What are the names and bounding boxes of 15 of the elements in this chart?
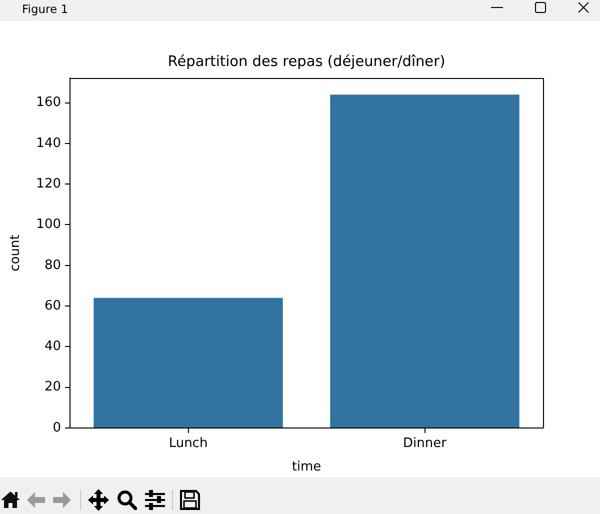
y-tick-label: 20 <box>44 380 61 395</box>
caption: Figure 1 <box>22 2 68 17</box>
x-tick-label: Dinner <box>403 436 448 452</box>
y-tick-label: 160 <box>36 95 61 110</box>
y-tick-label: 120 <box>36 176 61 192</box>
y-axis-title: count <box>8 234 24 272</box>
x-tick-label: Lunch <box>168 436 208 452</box>
y-tick-label: 80 <box>44 258 61 273</box>
y-tick-label: 40 <box>44 339 61 354</box>
y-tick-label: 60 <box>44 298 61 314</box>
x-axis-title: time <box>292 460 322 475</box>
chart-title: Répartition des repas (déjeuner/dîner) <box>168 54 446 70</box>
y-tick-label: 140 <box>36 136 61 151</box>
y-tick-label: 100 <box>36 217 61 232</box>
y-tick-label: 0 <box>52 420 61 436</box>
